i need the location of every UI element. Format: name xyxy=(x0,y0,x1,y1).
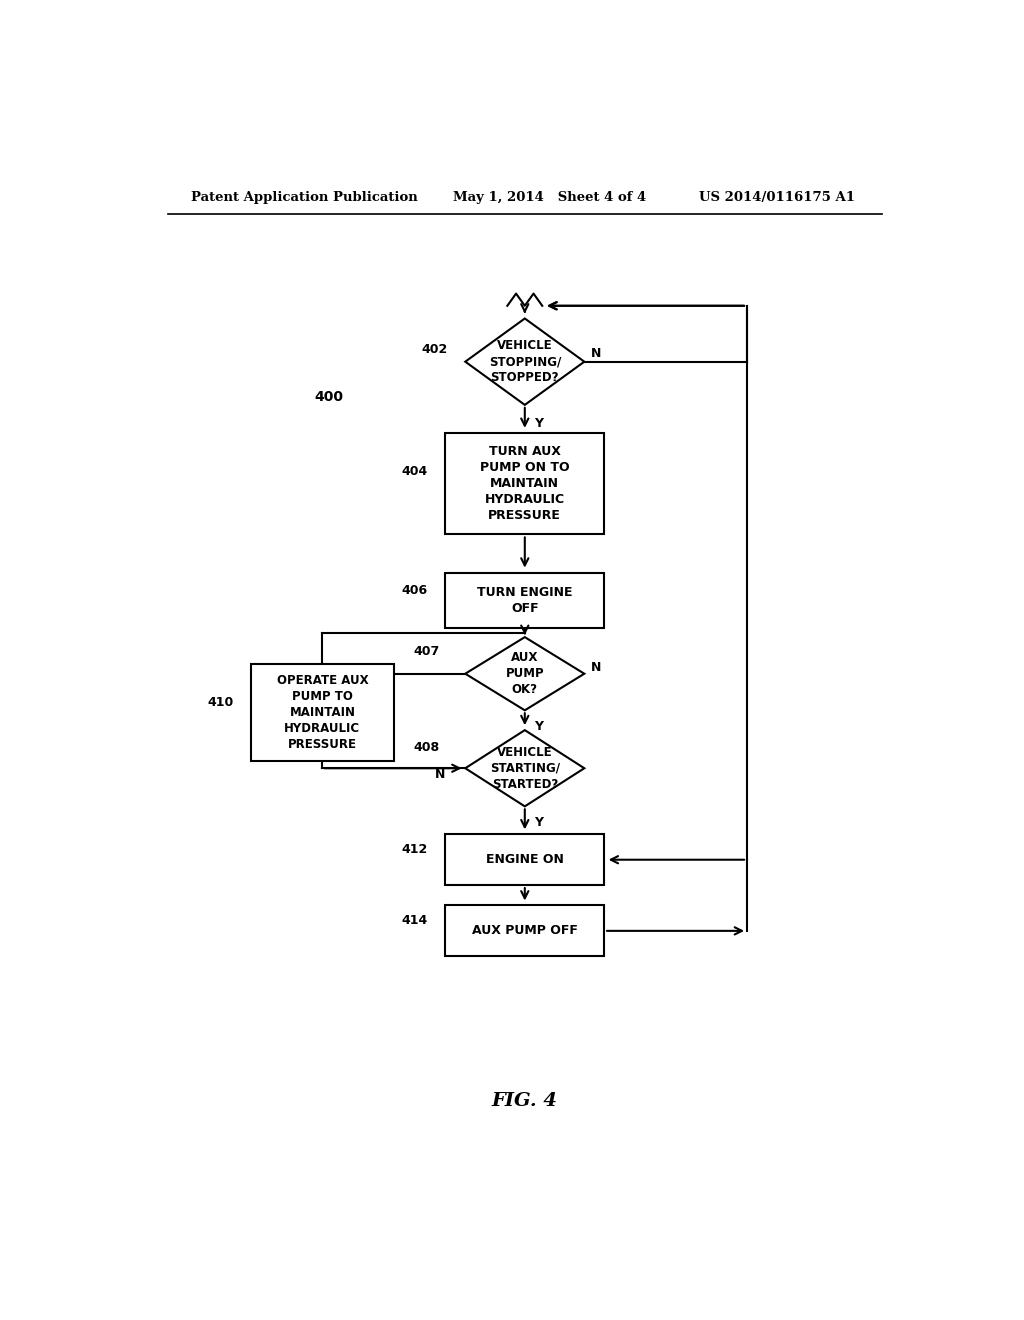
Text: 407: 407 xyxy=(414,645,440,657)
Text: AUX PUMP OFF: AUX PUMP OFF xyxy=(472,924,578,937)
Text: OPERATE AUX
PUMP TO
MAINTAIN
HYDRAULIC
PRESSURE: OPERATE AUX PUMP TO MAINTAIN HYDRAULIC P… xyxy=(276,673,369,751)
Text: US 2014/0116175 A1: US 2014/0116175 A1 xyxy=(699,190,855,203)
Text: 400: 400 xyxy=(314,391,343,404)
Text: N: N xyxy=(591,661,601,675)
Text: Patent Application Publication: Patent Application Publication xyxy=(191,190,418,203)
FancyBboxPatch shape xyxy=(445,433,604,535)
Text: FIG. 4: FIG. 4 xyxy=(492,1092,558,1110)
Text: VEHICLE
STOPPING/
STOPPED?: VEHICLE STOPPING/ STOPPED? xyxy=(488,339,561,384)
Text: Y: Y xyxy=(535,816,544,829)
FancyBboxPatch shape xyxy=(445,906,604,956)
Polygon shape xyxy=(465,730,585,807)
Text: 402: 402 xyxy=(422,343,447,356)
Text: 408: 408 xyxy=(414,742,440,755)
FancyBboxPatch shape xyxy=(251,664,394,760)
Text: TURN AUX
PUMP ON TO
MAINTAIN
HYDRAULIC
PRESSURE: TURN AUX PUMP ON TO MAINTAIN HYDRAULIC P… xyxy=(480,445,569,523)
Text: AUX
PUMP
OK?: AUX PUMP OK? xyxy=(506,651,544,696)
Text: N: N xyxy=(591,347,601,360)
Polygon shape xyxy=(465,638,585,710)
Text: Y: Y xyxy=(535,417,544,430)
FancyBboxPatch shape xyxy=(445,573,604,628)
Text: Y: Y xyxy=(535,721,544,733)
Text: TURN ENGINE
OFF: TURN ENGINE OFF xyxy=(477,586,572,615)
Text: 404: 404 xyxy=(401,465,428,478)
Text: 412: 412 xyxy=(401,843,428,857)
FancyBboxPatch shape xyxy=(445,834,604,886)
Text: N: N xyxy=(435,768,445,781)
Text: 410: 410 xyxy=(207,696,233,709)
Text: 414: 414 xyxy=(401,915,428,927)
Text: May 1, 2014   Sheet 4 of 4: May 1, 2014 Sheet 4 of 4 xyxy=(454,190,646,203)
Text: VEHICLE
STARTING/
STARTED?: VEHICLE STARTING/ STARTED? xyxy=(489,746,560,791)
Text: 406: 406 xyxy=(401,583,428,597)
Polygon shape xyxy=(465,318,585,405)
Text: ENGINE ON: ENGINE ON xyxy=(485,853,564,866)
